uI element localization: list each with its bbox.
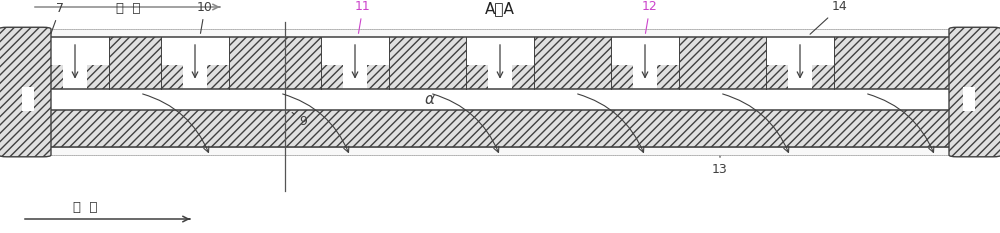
Bar — [466, 65, 488, 89]
Bar — [367, 65, 389, 89]
Bar — [161, 37, 229, 89]
Bar — [25, 37, 975, 89]
Bar — [25, 110, 975, 147]
Text: 7: 7 — [51, 2, 64, 34]
Bar — [321, 65, 343, 89]
Bar — [766, 65, 788, 89]
Text: 9: 9 — [292, 113, 307, 128]
Bar — [25, 29, 975, 37]
Bar — [41, 65, 63, 89]
Bar — [611, 37, 679, 89]
Text: 14: 14 — [810, 0, 848, 34]
Bar — [657, 65, 679, 89]
Bar — [22, 87, 34, 111]
Text: 冷  气: 冷 气 — [116, 2, 140, 15]
Bar — [25, 147, 975, 155]
Bar — [766, 37, 834, 89]
FancyBboxPatch shape — [949, 27, 1000, 157]
Bar — [512, 65, 534, 89]
Bar — [321, 37, 389, 89]
Bar — [41, 37, 109, 89]
Text: 燃  气: 燃 气 — [73, 201, 97, 214]
Text: 13: 13 — [712, 156, 728, 176]
FancyBboxPatch shape — [0, 27, 51, 157]
Text: 12: 12 — [642, 0, 658, 33]
Bar — [207, 65, 229, 89]
Bar — [161, 65, 183, 89]
Text: A－A: A－A — [485, 1, 515, 16]
Text: α: α — [425, 92, 435, 106]
Bar — [87, 65, 109, 89]
Text: 10: 10 — [197, 1, 213, 33]
Bar — [25, 89, 975, 110]
Bar — [812, 65, 834, 89]
Bar — [963, 87, 975, 111]
Bar — [611, 65, 633, 89]
Text: 11: 11 — [355, 0, 371, 33]
Bar — [466, 37, 534, 89]
